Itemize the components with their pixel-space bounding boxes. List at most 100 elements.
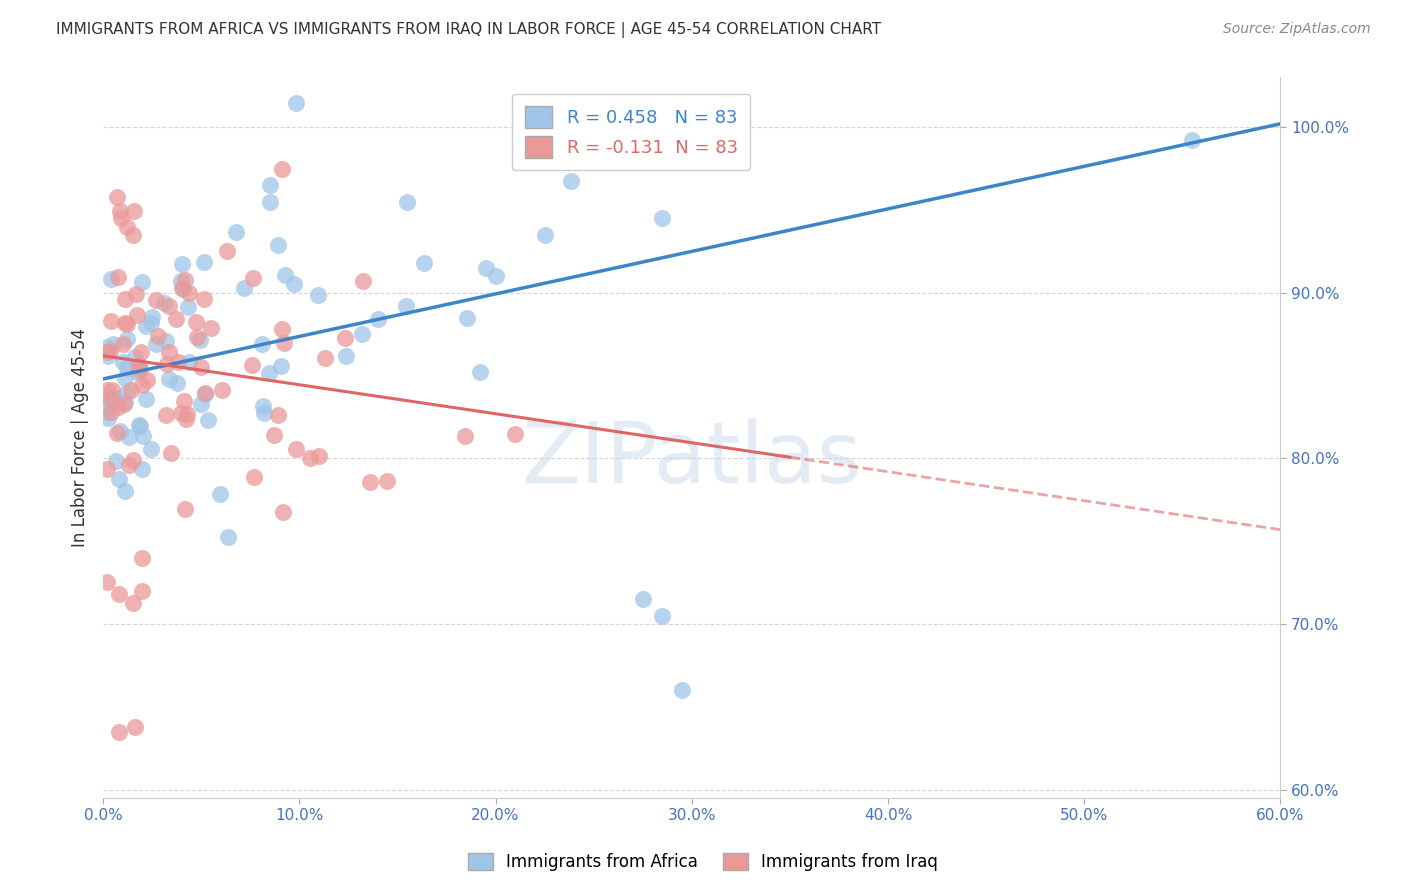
Point [456, 310, 478, 325]
Point [176, 407, 198, 421]
Point [101, 336, 124, 351]
Point [252, 399, 274, 413]
Point [259, 194, 281, 209]
Point [176, 300, 198, 314]
Point [112, 336, 135, 351]
Point [503, 426, 526, 441]
Point [110, 211, 132, 226]
Point [120, 384, 142, 398]
Point [122, 204, 145, 219]
Point [100, 383, 122, 397]
Point [114, 371, 136, 385]
Point [96, 340, 118, 354]
Point [108, 473, 131, 487]
Point [112, 397, 135, 411]
Point [242, 470, 264, 484]
Point [167, 355, 190, 369]
Point [108, 424, 131, 438]
Point [631, 592, 654, 607]
Point [170, 275, 193, 289]
Point [298, 450, 321, 465]
Point [159, 446, 181, 460]
Point [651, 211, 673, 226]
Point [124, 350, 146, 364]
Point [193, 254, 215, 268]
Point [156, 358, 179, 372]
Point [533, 227, 555, 242]
Point [128, 362, 150, 376]
Point [263, 427, 285, 442]
Point [115, 361, 138, 376]
Point [270, 161, 292, 176]
Point [395, 299, 418, 313]
Point [155, 334, 177, 349]
Point [190, 396, 212, 410]
Legend: R = 0.458   N = 83, R = -0.131  N = 83: R = 0.458 N = 83, R = -0.131 N = 83 [512, 94, 751, 170]
Point [177, 355, 200, 369]
Point [135, 319, 157, 334]
Point [129, 362, 152, 376]
Point [107, 401, 129, 415]
Point [177, 285, 200, 300]
Point [284, 95, 307, 110]
Point [308, 449, 330, 463]
Point [172, 257, 194, 271]
Point [125, 309, 148, 323]
Point [359, 475, 381, 489]
Point [108, 203, 131, 218]
Point [270, 359, 292, 373]
Point [128, 358, 150, 372]
Point [217, 530, 239, 544]
Point [105, 190, 128, 204]
Text: IMMIGRANTS FROM AFRICA VS IMMIGRANTS FROM IRAQ IN LABOR FORCE | AGE 45-54 CORREL: IMMIGRANTS FROM AFRICA VS IMMIGRANTS FRO… [56, 22, 882, 38]
Point [146, 328, 169, 343]
Point [307, 288, 329, 302]
Point [468, 365, 491, 379]
Point [173, 394, 195, 409]
Point [173, 272, 195, 286]
Point [285, 442, 308, 456]
Point [132, 429, 155, 443]
Point [96, 344, 118, 359]
Point [257, 366, 280, 380]
Point [253, 406, 276, 420]
Point [97, 410, 120, 425]
Point [121, 227, 143, 242]
Point [98, 344, 121, 359]
Point [314, 351, 336, 365]
Point [172, 282, 194, 296]
Point [194, 385, 217, 400]
Point [1181, 133, 1204, 147]
Point [96, 461, 118, 475]
Point [375, 474, 398, 488]
Point [252, 336, 274, 351]
Point [96, 574, 118, 589]
Point [108, 724, 131, 739]
Point [211, 383, 233, 397]
Y-axis label: In Labor Force | Age 45-54: In Labor Force | Age 45-54 [72, 328, 89, 548]
Point [651, 608, 673, 623]
Point [273, 335, 295, 350]
Point [96, 405, 118, 419]
Point [115, 219, 138, 234]
Point [124, 287, 146, 301]
Point [170, 406, 193, 420]
Point [122, 453, 145, 467]
Point [333, 330, 356, 344]
Point [259, 178, 281, 193]
Point [129, 345, 152, 359]
Point [127, 365, 149, 379]
Point [186, 330, 208, 344]
Point [396, 194, 419, 209]
Point [107, 270, 129, 285]
Point [352, 327, 374, 342]
Point [114, 292, 136, 306]
Point [209, 487, 232, 501]
Point [730, 112, 752, 126]
Point [352, 274, 374, 288]
Point [100, 314, 122, 328]
Point [190, 359, 212, 374]
Point [141, 310, 163, 324]
Point [118, 458, 141, 473]
Point [193, 292, 215, 306]
